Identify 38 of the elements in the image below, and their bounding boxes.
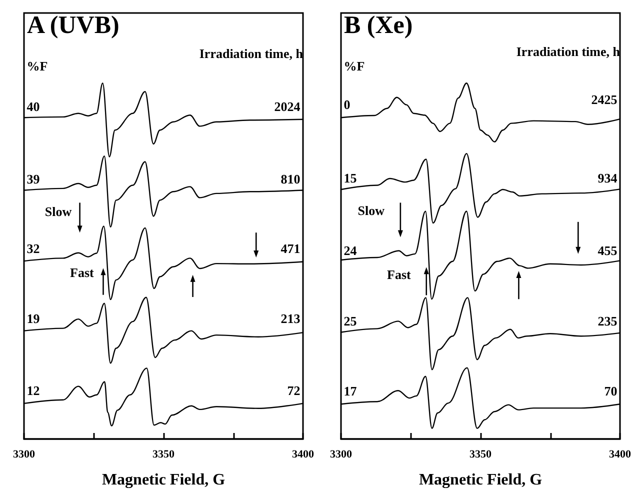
annotation: 19	[26, 311, 40, 326]
annotation: 70	[604, 384, 618, 399]
x-axis-title: Magnetic Field, G	[418, 472, 543, 488]
x-tick-label: 3350	[470, 448, 492, 460]
x-tick-label: 3350	[152, 448, 175, 460]
x-tick-label: 3400	[609, 448, 632, 460]
annotation: 72	[287, 383, 300, 398]
chart-title: A (UVB)	[27, 12, 120, 39]
annotation: 2425	[591, 92, 618, 108]
annotation: 40	[26, 99, 40, 114]
annotation: 0	[344, 97, 350, 112]
annotation: 471	[280, 241, 300, 256]
annotation: 810	[280, 171, 300, 186]
annotation: Fast	[70, 265, 95, 280]
annotation: 455	[598, 243, 618, 258]
text: %F	[344, 58, 365, 74]
annotation: 39	[26, 171, 40, 186]
annotation: 17	[344, 384, 358, 399]
x-tick-label: 3300	[330, 448, 352, 460]
annotation: 213	[280, 311, 301, 326]
text: Irradiation time, h	[516, 44, 621, 60]
annotation: 235	[598, 313, 618, 328]
x-tick-label: 3300	[13, 448, 36, 460]
annotation: Slow	[358, 202, 386, 218]
x-tick-label: 3400	[292, 448, 314, 460]
annotation: 25	[344, 313, 358, 328]
chart-title: B (Xe)	[344, 12, 413, 39]
annotation: 934	[598, 170, 618, 186]
annotation: 15	[344, 170, 358, 186]
annotation: 2024	[274, 99, 301, 114]
text: %F	[26, 58, 48, 74]
annotation: Fast	[387, 266, 412, 282]
annotation: 24	[344, 243, 358, 258]
annotation: 32	[26, 241, 40, 256]
x-axis-title: Magnetic Field, G	[102, 472, 226, 488]
annotation: 12	[26, 383, 40, 398]
annotation: Slow	[44, 204, 72, 219]
text: Irradiation time, h	[199, 46, 304, 61]
